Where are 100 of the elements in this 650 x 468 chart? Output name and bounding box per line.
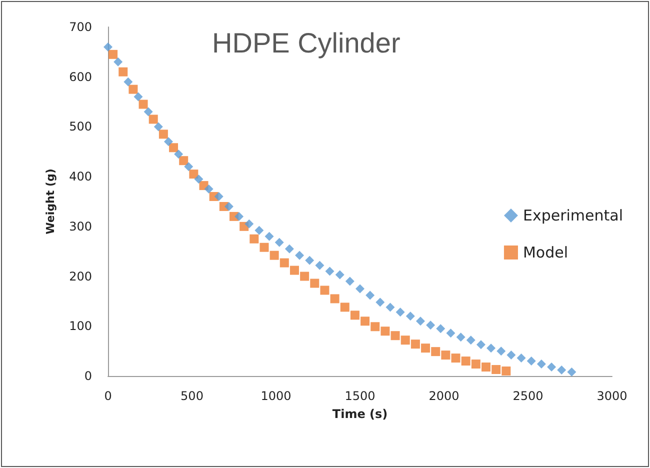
point bbox=[305, 256, 314, 265]
point bbox=[461, 356, 470, 366]
point bbox=[471, 360, 480, 369]
point bbox=[421, 344, 430, 353]
point bbox=[204, 184, 214, 194]
point bbox=[254, 226, 264, 235]
point bbox=[179, 156, 188, 166]
point bbox=[426, 320, 436, 330]
point bbox=[315, 260, 324, 270]
point bbox=[451, 354, 460, 363]
legend-label: Experimental bbox=[522, 206, 624, 224]
point bbox=[325, 266, 334, 276]
point bbox=[482, 362, 490, 372]
x-tick-label: 3000 bbox=[596, 389, 628, 403]
point bbox=[260, 242, 269, 252]
y-tick-label: 100 bbox=[69, 319, 92, 334]
point bbox=[370, 322, 380, 332]
point bbox=[154, 122, 163, 132]
point bbox=[214, 192, 224, 202]
y-tick-label: 0 bbox=[84, 369, 92, 383]
point bbox=[250, 234, 259, 244]
point bbox=[547, 362, 556, 372]
point bbox=[124, 77, 133, 86]
point bbox=[264, 232, 274, 241]
point bbox=[280, 258, 289, 268]
point bbox=[244, 219, 254, 228]
y-tick-label: 700 bbox=[69, 20, 92, 34]
point bbox=[350, 310, 360, 320]
point bbox=[366, 290, 375, 300]
point bbox=[376, 298, 385, 307]
x-axis-title: Time (s) bbox=[332, 407, 388, 421]
point bbox=[386, 302, 395, 312]
point bbox=[557, 366, 566, 375]
point bbox=[138, 100, 148, 109]
point bbox=[406, 312, 415, 321]
point bbox=[466, 336, 476, 345]
point bbox=[114, 57, 123, 66]
point bbox=[380, 326, 390, 336]
point bbox=[134, 92, 143, 102]
point bbox=[184, 162, 194, 172]
point bbox=[526, 356, 536, 366]
point bbox=[158, 130, 168, 139]
point bbox=[300, 272, 310, 281]
point bbox=[410, 340, 420, 349]
point bbox=[416, 316, 425, 326]
x-tick-label: 1500 bbox=[344, 389, 376, 403]
point bbox=[290, 266, 299, 275]
point bbox=[320, 286, 330, 295]
point bbox=[144, 107, 153, 116]
point bbox=[360, 316, 370, 326]
point bbox=[310, 278, 320, 288]
point bbox=[330, 294, 340, 304]
point bbox=[486, 344, 496, 353]
point bbox=[345, 276, 354, 286]
y-tick-label: 600 bbox=[69, 70, 92, 84]
y-tick-label: 300 bbox=[69, 219, 92, 234]
point bbox=[274, 238, 284, 247]
point bbox=[516, 354, 526, 363]
point bbox=[567, 368, 576, 377]
y-tick-label: 500 bbox=[69, 120, 92, 134]
point bbox=[356, 284, 364, 294]
point bbox=[492, 365, 501, 374]
legend-label: Model bbox=[522, 244, 568, 262]
point bbox=[189, 170, 198, 179]
point bbox=[224, 202, 234, 211]
point bbox=[118, 67, 128, 76]
x-tick-label: 1000 bbox=[260, 389, 292, 403]
point bbox=[446, 328, 456, 338]
point bbox=[496, 346, 506, 356]
point bbox=[340, 302, 350, 312]
point bbox=[169, 143, 178, 152]
point bbox=[431, 347, 440, 356]
point bbox=[128, 84, 138, 94]
y-axis-title: Weight (g) bbox=[44, 168, 57, 234]
x-tick-label: 500 bbox=[180, 389, 204, 403]
point bbox=[390, 331, 400, 340]
point bbox=[456, 332, 466, 342]
point bbox=[335, 270, 344, 280]
point bbox=[441, 350, 450, 360]
point bbox=[295, 250, 304, 260]
point bbox=[436, 324, 446, 334]
point bbox=[164, 137, 173, 146]
point bbox=[194, 174, 204, 184]
point bbox=[396, 308, 405, 317]
point bbox=[536, 360, 546, 369]
point bbox=[148, 114, 158, 124]
point bbox=[502, 366, 511, 376]
chart-title: HDPE Cylinder bbox=[212, 28, 400, 58]
point bbox=[506, 350, 516, 360]
x-tick-label: 2000 bbox=[428, 389, 460, 403]
point bbox=[284, 244, 294, 254]
point bbox=[270, 250, 279, 260]
y-tick-label: 200 bbox=[69, 269, 92, 284]
point bbox=[234, 212, 244, 221]
point bbox=[174, 150, 184, 159]
x-tick-label: 0 bbox=[104, 389, 112, 403]
point bbox=[476, 340, 486, 350]
point bbox=[108, 50, 118, 59]
y-tick-label: 400 bbox=[69, 170, 92, 184]
point bbox=[400, 336, 410, 345]
